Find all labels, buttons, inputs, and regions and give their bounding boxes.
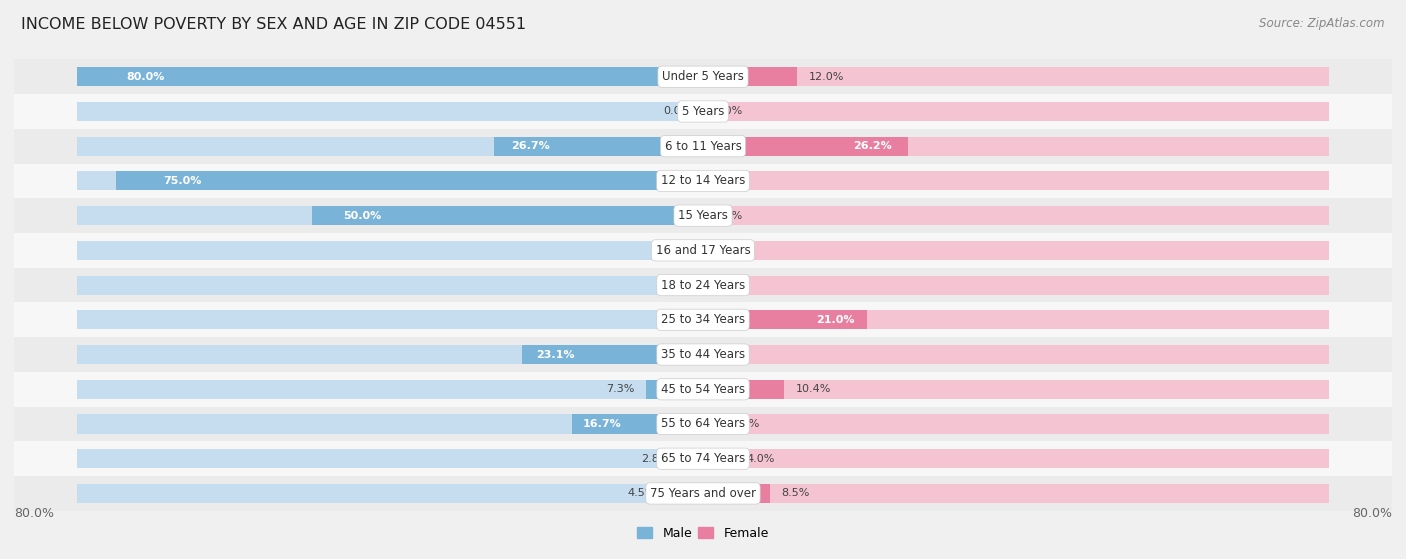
Bar bbox=[703, 136, 1329, 156]
Text: 0.0%: 0.0% bbox=[714, 280, 742, 290]
Text: 7.3%: 7.3% bbox=[606, 384, 634, 394]
Bar bbox=[77, 484, 703, 503]
Text: 80.0%: 80.0% bbox=[14, 507, 53, 520]
Bar bbox=[703, 136, 908, 156]
Bar bbox=[0, 337, 1406, 372]
Bar bbox=[0, 198, 1406, 233]
Bar bbox=[703, 345, 1329, 364]
Text: 35 to 44 Years: 35 to 44 Years bbox=[661, 348, 745, 361]
Bar bbox=[703, 380, 1329, 399]
Text: 80.0%: 80.0% bbox=[127, 72, 165, 82]
Bar bbox=[77, 206, 703, 225]
Bar bbox=[572, 414, 703, 434]
Text: 12.0%: 12.0% bbox=[808, 72, 844, 82]
Text: 10.4%: 10.4% bbox=[796, 384, 831, 394]
Bar bbox=[703, 67, 1329, 86]
Text: 0.0%: 0.0% bbox=[714, 211, 742, 221]
Bar bbox=[703, 67, 797, 86]
Bar bbox=[522, 345, 703, 364]
Bar bbox=[0, 94, 1406, 129]
Text: 2.8%: 2.8% bbox=[641, 454, 669, 464]
Bar bbox=[703, 414, 720, 434]
Text: 6 to 11 Years: 6 to 11 Years bbox=[665, 140, 741, 153]
Bar bbox=[668, 484, 703, 503]
Bar bbox=[77, 241, 703, 260]
Bar bbox=[703, 206, 1329, 225]
Text: 0.0%: 0.0% bbox=[664, 280, 692, 290]
Text: 16 and 17 Years: 16 and 17 Years bbox=[655, 244, 751, 257]
Bar bbox=[0, 406, 1406, 442]
Bar bbox=[703, 414, 1329, 434]
Bar bbox=[77, 136, 703, 156]
Bar bbox=[0, 476, 1406, 511]
Bar bbox=[0, 164, 1406, 198]
Bar bbox=[77, 345, 703, 364]
Bar bbox=[77, 67, 703, 86]
Text: 0.0%: 0.0% bbox=[664, 315, 692, 325]
Text: 0.0%: 0.0% bbox=[714, 245, 742, 255]
Bar bbox=[77, 414, 703, 434]
Text: 26.7%: 26.7% bbox=[510, 141, 550, 151]
Text: 18 to 24 Years: 18 to 24 Years bbox=[661, 278, 745, 292]
Bar bbox=[703, 449, 1329, 468]
Bar bbox=[0, 268, 1406, 302]
Text: 0.0%: 0.0% bbox=[664, 106, 692, 116]
Bar bbox=[0, 59, 1406, 94]
Bar bbox=[703, 172, 1329, 191]
Bar bbox=[312, 206, 703, 225]
Bar bbox=[77, 310, 703, 329]
Text: 55 to 64 Years: 55 to 64 Years bbox=[661, 418, 745, 430]
Bar bbox=[77, 380, 703, 399]
Text: INCOME BELOW POVERTY BY SEX AND AGE IN ZIP CODE 04551: INCOME BELOW POVERTY BY SEX AND AGE IN Z… bbox=[21, 17, 526, 32]
Text: Under 5 Years: Under 5 Years bbox=[662, 70, 744, 83]
Text: 21.0%: 21.0% bbox=[815, 315, 855, 325]
Text: 0.0%: 0.0% bbox=[714, 176, 742, 186]
Bar bbox=[703, 449, 734, 468]
Bar bbox=[77, 102, 703, 121]
Text: 75.0%: 75.0% bbox=[163, 176, 201, 186]
Text: 0.0%: 0.0% bbox=[714, 349, 742, 359]
Text: 2.1%: 2.1% bbox=[731, 419, 759, 429]
Bar bbox=[0, 372, 1406, 406]
Text: 23.1%: 23.1% bbox=[537, 349, 575, 359]
Text: 4.0%: 4.0% bbox=[747, 454, 775, 464]
Text: 16.7%: 16.7% bbox=[582, 419, 621, 429]
Text: 0.0%: 0.0% bbox=[664, 245, 692, 255]
Text: 26.2%: 26.2% bbox=[853, 141, 891, 151]
Bar bbox=[681, 449, 703, 468]
Bar bbox=[703, 102, 1329, 121]
Bar bbox=[703, 276, 1329, 295]
Text: 25 to 34 Years: 25 to 34 Years bbox=[661, 313, 745, 326]
Text: 12 to 14 Years: 12 to 14 Years bbox=[661, 174, 745, 187]
Text: 4.5%: 4.5% bbox=[627, 489, 657, 499]
Bar bbox=[645, 380, 703, 399]
Bar bbox=[77, 276, 703, 295]
Text: 15 Years: 15 Years bbox=[678, 209, 728, 222]
Bar bbox=[115, 172, 703, 191]
Bar bbox=[0, 129, 1406, 164]
Text: 65 to 74 Years: 65 to 74 Years bbox=[661, 452, 745, 465]
Bar bbox=[0, 302, 1406, 337]
Text: 80.0%: 80.0% bbox=[1353, 507, 1392, 520]
Text: 75 Years and over: 75 Years and over bbox=[650, 487, 756, 500]
Bar bbox=[703, 484, 769, 503]
Bar bbox=[703, 484, 1329, 503]
Text: Source: ZipAtlas.com: Source: ZipAtlas.com bbox=[1260, 17, 1385, 30]
Bar bbox=[703, 310, 1329, 329]
Bar bbox=[703, 380, 785, 399]
Bar bbox=[0, 442, 1406, 476]
Bar bbox=[77, 449, 703, 468]
Legend: Male, Female: Male, Female bbox=[633, 522, 773, 544]
Text: 5 Years: 5 Years bbox=[682, 105, 724, 118]
Bar bbox=[703, 310, 868, 329]
Bar bbox=[77, 67, 703, 86]
Text: 45 to 54 Years: 45 to 54 Years bbox=[661, 383, 745, 396]
Text: 8.5%: 8.5% bbox=[782, 489, 810, 499]
Bar bbox=[0, 233, 1406, 268]
Bar bbox=[494, 136, 703, 156]
Text: 0.0%: 0.0% bbox=[714, 106, 742, 116]
Bar bbox=[703, 241, 1329, 260]
Bar bbox=[77, 172, 703, 191]
Text: 50.0%: 50.0% bbox=[343, 211, 381, 221]
